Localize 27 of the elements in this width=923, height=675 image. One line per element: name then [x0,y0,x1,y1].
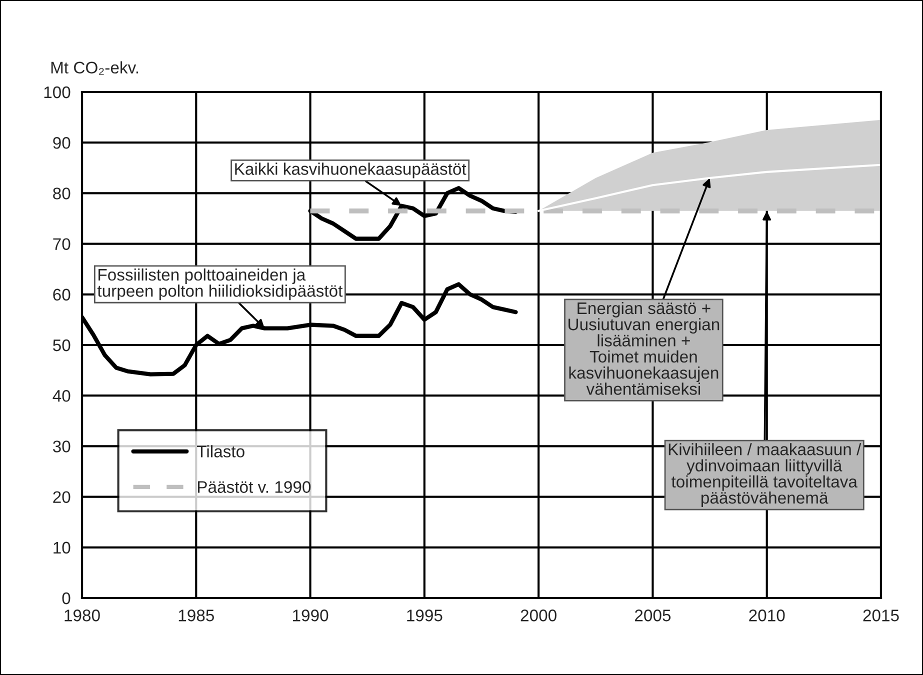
x-tick-label: 1985 [178,610,214,622]
legend-label: Päästöt v. 1990 [198,481,311,493]
legend-label: Tilasto [197,445,244,458]
y-tick-label: 20 [53,491,70,504]
y-tick-label: 80 [53,188,70,200]
y-tick-label: 90 [53,137,70,149]
y-tick-label: 60 [53,288,70,301]
y-tick-label: 40 [52,390,70,402]
y-tick-label: 50 [53,339,70,352]
x-tick-label: 1995 [407,610,442,622]
annotation: Fossiilisten polttoaineiden ja turpeen polton hiilidioksidipäästöt [97,268,343,300]
x-tick-label: 2000 [520,610,556,622]
annotation: Kivihiileen / maakaasuun / ydinvoimaan liittyvillä toimenpiteillä tavoiteltava päästövähenemä [668,443,862,508]
annotation: Kaikki kasvihuonekaasupäästöt [235,162,466,178]
x-tick-label: 2015 [863,610,899,622]
y-tick-label: 30 [52,440,70,452]
line-series [538,164,881,212]
y-tick-label: 0 [62,592,70,604]
x-tick-label: 1980 [64,610,100,622]
y-tick-label: 10 [54,542,70,554]
annotation: Energian säästö + Uusiutuvan energian lisääminen + Toimet muiden kasvihuonekaasujen vähentämiseksi [568,302,720,395]
y-tick-label: 70 [53,238,70,250]
x-tick-label: 2005 [635,610,671,622]
x-tick-label: 2010 [749,610,785,622]
y-tick-label: 100 [44,86,70,98]
x-tick-label: 1990 [293,610,328,622]
y-axis-title: Mt CO₂-ekv. [51,61,138,75]
